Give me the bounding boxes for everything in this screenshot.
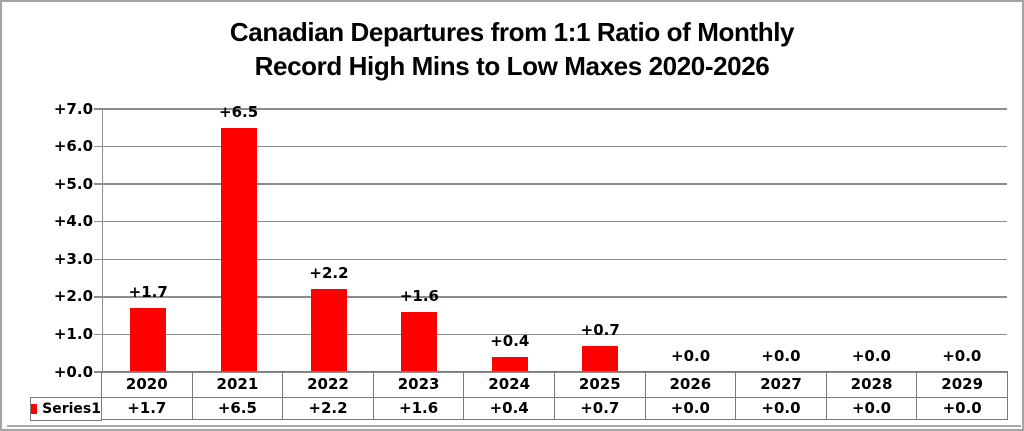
value-cell-2027: +0.0 (735, 396, 827, 420)
y-axis-label: +4.0 (53, 212, 93, 231)
y-axis-label: +0.0 (53, 362, 93, 381)
value-cell-2026: +0.0 (644, 396, 737, 420)
y-axis-tick (94, 183, 103, 185)
value-cell-2022: +2.2 (282, 396, 374, 420)
year-cell-2025: 2025 (553, 370, 646, 398)
value-cell-2020: +1.7 (101, 396, 193, 420)
gridline (103, 296, 1007, 298)
bar-value-label: +0.0 (851, 347, 891, 365)
year-cell-2024: 2024 (463, 370, 555, 398)
gridline (103, 145, 1007, 148)
bar-value-label: +6.5 (219, 102, 259, 121)
bar-value-label: +0.0 (671, 347, 711, 365)
gridline (103, 183, 1007, 185)
chart-title-line2: Record High Mins to Low Maxes 2020-2026 (254, 51, 770, 81)
value-cell-2029: +0.0 (916, 396, 1008, 420)
data-table: 2020 2021 2022 2023 2024 2025 2026 2027 2028 2029… (101, 370, 1008, 420)
year-cell-2022: 2022 (282, 370, 374, 398)
y-axis-tick (94, 108, 103, 110)
bottom-divider (7, 425, 1021, 427)
bar-value-label: +0.7 (580, 320, 620, 339)
bar-value-label: +1.7 (128, 283, 168, 302)
value-cell-2025: +0.7 (553, 396, 646, 420)
y-axis-label: +3.0 (53, 249, 93, 268)
bar-2025 (582, 345, 619, 372)
table-value-row: +1.7 +6.5 +2.2 +1.6 +0.4 +0.7 +0.0 +0.0 +0.0 +0.0 (101, 396, 1008, 420)
y-axis-label: +1.0 (53, 324, 93, 343)
gridline (103, 108, 1007, 110)
series-label: Series1 (42, 400, 101, 417)
chart-title: Canadian Departures from 1:1 Ratio of Mo… (2, 15, 1022, 83)
value-cell-2028: +0.0 (825, 396, 918, 420)
bar-value-label: +1.6 (399, 286, 439, 305)
table-year-row: 2020 2021 2022 2023 2024 2025 2026 2027 2028 2029 (101, 370, 1008, 398)
gridline (103, 258, 1007, 261)
y-axis-tick (94, 333, 103, 336)
year-cell-2026: 2026 (644, 370, 737, 398)
bar-2022 (311, 289, 347, 372)
y-axis-label: +2.0 (53, 287, 93, 306)
y-axis-tick (94, 296, 103, 298)
bar-2023 (401, 311, 438, 372)
bar-2020 (130, 308, 167, 372)
year-cell-2021: 2021 (191, 370, 284, 398)
y-axis-tick (94, 371, 103, 373)
y-axis-tick (94, 220, 103, 223)
bar-value-label: +0.4 (490, 331, 530, 350)
year-cell-2028: 2028 (825, 370, 918, 398)
y-axis-label: +6.0 (53, 137, 93, 156)
year-cell-2023: 2023 (372, 370, 465, 398)
year-cell-2027: 2027 (735, 370, 827, 398)
gridline (103, 333, 1007, 336)
y-axis-tick (94, 145, 103, 148)
bar-value-label: +0.0 (761, 347, 801, 365)
value-cell-2023: +1.6 (372, 396, 465, 420)
chart-title-line1: Canadian Departures from 1:1 Ratio of Mo… (229, 17, 795, 47)
y-axis-label: +5.0 (53, 174, 93, 193)
value-cell-2024: +0.4 (463, 396, 555, 420)
bar-2024 (491, 356, 528, 372)
plot-area: +0.0 +1.0 +2.0 +3.0 +4.0 +5.0 +6.0 +7.0 +1.7 +6.5… (54, 100, 1007, 381)
legend-cell: Series1 (30, 396, 102, 421)
year-cell-2029: 2029 (916, 370, 1008, 398)
bar-2021 (220, 127, 257, 372)
value-cell-2021: +6.5 (191, 396, 284, 420)
series-swatch-icon (31, 403, 38, 414)
year-cell-2020: 2020 (101, 370, 193, 398)
gridline (103, 220, 1007, 223)
bar-value-label: +0.0 (942, 347, 982, 365)
y-axis-label: +7.0 (53, 99, 93, 118)
bar-value-label: +2.2 (309, 264, 349, 283)
y-axis-tick (94, 258, 103, 261)
